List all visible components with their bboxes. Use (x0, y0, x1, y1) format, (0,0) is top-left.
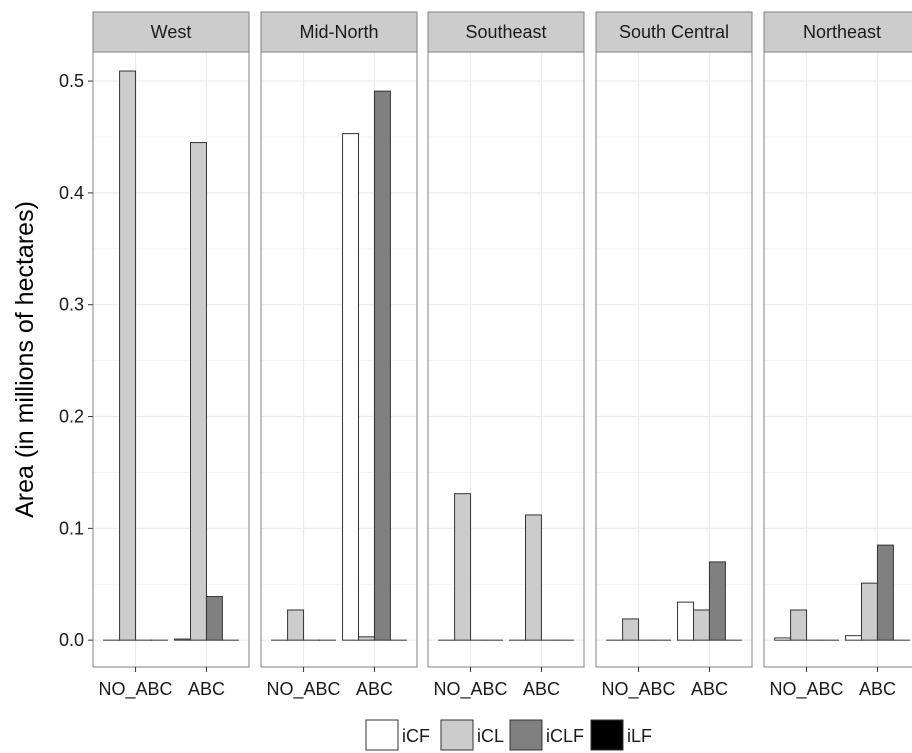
bar-iclf-abc (205, 596, 223, 641)
bar-icl-no_abc (454, 493, 472, 641)
x-tick-label: ABC (188, 679, 225, 699)
legend-label-ilf: iLF (627, 726, 652, 746)
facet-label: Northeast (803, 22, 881, 42)
legend-key-icl (440, 719, 474, 751)
x-tick-label: ABC (523, 679, 560, 699)
bar-icl-abc (861, 582, 878, 641)
bar-iclf-abc (708, 561, 726, 641)
panel-background (93, 52, 249, 667)
bar-icf-abc (342, 133, 359, 641)
bar-iclf-abc (373, 90, 391, 641)
panel-background (596, 52, 752, 667)
y-tick-label: 0.5 (59, 71, 84, 91)
bar-icl-no_abc (287, 609, 305, 641)
bar-icl-abc (190, 142, 207, 641)
panel-border (260, 51, 418, 668)
y-tick-label: 0.1 (59, 518, 84, 538)
legend-label-iclf: iCLF (546, 726, 584, 746)
bar-iclf-abc (876, 544, 894, 641)
panel-border (595, 51, 753, 668)
legend-key-icf (365, 719, 399, 751)
y-tick-label: 0.0 (59, 630, 84, 650)
facet-strip (260, 11, 418, 53)
y-axis-title: Area (in millions of hectares) (11, 201, 39, 518)
panel-background (428, 52, 584, 667)
bar-icf-no_abc (774, 637, 792, 641)
legend-key-iclf (509, 719, 543, 751)
legend-key-ilf (590, 719, 624, 751)
legend-label-icf: iCF (402, 726, 430, 746)
y-tick-label: 0.2 (59, 407, 84, 427)
bar-icl-no_abc (790, 609, 808, 641)
facet-label: West (151, 22, 192, 42)
facet-label: Mid-North (299, 22, 378, 42)
panel-northeast: Northeast NO_ABC ABC (763, 11, 912, 700)
y-tick-label: 0.3 (59, 295, 84, 315)
y-tick-label: 0.4 (59, 183, 84, 203)
x-tick-label: NO_ABC (770, 679, 844, 700)
bar-icl-abc (693, 609, 710, 641)
bar-icf-abc (677, 601, 695, 641)
bar-icl-no_abc (622, 618, 640, 641)
facet-label: Southeast (465, 22, 546, 42)
bar-icl-abc (525, 514, 542, 641)
legend: iCF iCL iCLF iLF (365, 719, 652, 751)
bar-icf-abc (845, 635, 863, 641)
panel-south-central: South Central NO_ABC ABC (595, 11, 753, 700)
panel-mid-north: Mid-North NO_ABC ABC (260, 11, 418, 700)
panel-southeast: Southeast NO_ABC ABC (427, 11, 585, 700)
x-tick-label: NO_ABC (434, 679, 508, 700)
x-tick-label: ABC (691, 679, 728, 699)
panel-border (92, 51, 250, 668)
x-tick-label: ABC (859, 679, 896, 699)
panel-background (261, 52, 417, 667)
legend-label-icl: iCL (477, 726, 504, 746)
facet-strip (595, 11, 753, 53)
panel-west: West NO_ABC ABC (92, 11, 250, 700)
bar-icl-no_abc (119, 70, 137, 641)
panel-border (427, 51, 585, 668)
x-tick-label: NO_ABC (267, 679, 341, 700)
facet-strip (427, 11, 585, 53)
bar-icl-abc (358, 636, 375, 641)
x-tick-label: NO_ABC (99, 679, 173, 700)
x-tick-label: NO_ABC (602, 679, 676, 700)
x-tick-label: ABC (356, 679, 393, 699)
bar-icf-abc (174, 638, 192, 641)
facet-label: South Central (619, 22, 729, 42)
panel-border (763, 51, 912, 668)
facet-strip (763, 11, 912, 53)
